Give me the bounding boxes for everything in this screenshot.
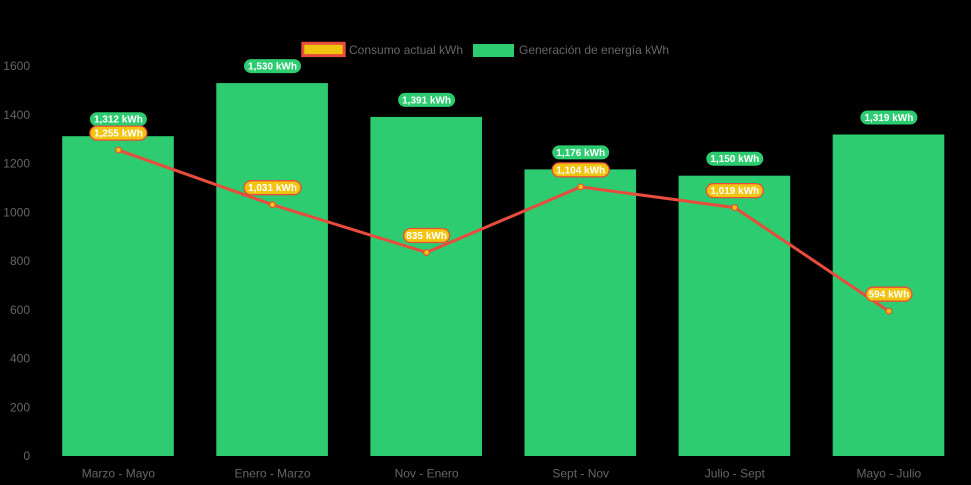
svg-text:1,391 kWh: 1,391 kWh bbox=[402, 95, 451, 106]
svg-text:1,312 kWh: 1,312 kWh bbox=[94, 115, 143, 126]
svg-text:1,255 kWh: 1,255 kWh bbox=[94, 129, 143, 140]
svg-text:Enero - Marzo: Enero - Marzo bbox=[234, 467, 310, 481]
svg-text:1,176 kWh: 1,176 kWh bbox=[556, 148, 605, 159]
svg-text:200: 200 bbox=[10, 400, 30, 414]
svg-text:400: 400 bbox=[10, 352, 30, 366]
svg-text:835 kWh: 835 kWh bbox=[406, 231, 447, 242]
svg-text:1200: 1200 bbox=[3, 157, 30, 171]
svg-text:Sept - Nov: Sept - Nov bbox=[552, 467, 609, 481]
svg-text:1,104 kWh: 1,104 kWh bbox=[556, 165, 605, 176]
svg-text:1,319 kWh: 1,319 kWh bbox=[864, 113, 913, 124]
svg-text:800: 800 bbox=[10, 254, 30, 268]
svg-text:0: 0 bbox=[23, 449, 30, 463]
svg-text:Nov - Enero: Nov - Enero bbox=[395, 467, 459, 481]
svg-text:600: 600 bbox=[10, 303, 30, 317]
svg-text:Julio - Sept: Julio - Sept bbox=[705, 467, 766, 481]
svg-text:1,031 kWh: 1,031 kWh bbox=[248, 183, 297, 194]
svg-text:1,019 kWh: 1,019 kWh bbox=[710, 186, 759, 197]
svg-text:1,530 kWh: 1,530 kWh bbox=[248, 62, 297, 73]
svg-text:Marzo - Mayo: Marzo - Mayo bbox=[82, 467, 156, 481]
svg-text:1600: 1600 bbox=[3, 59, 30, 73]
svg-text:1,150 kWh: 1,150 kWh bbox=[710, 154, 759, 165]
svg-text:Generación de energía kWh: Generación de energía kWh bbox=[519, 43, 669, 57]
svg-text:1000: 1000 bbox=[3, 205, 30, 219]
svg-text:Mayo - Julio: Mayo - Julio bbox=[857, 467, 922, 481]
svg-text:1400: 1400 bbox=[3, 108, 30, 122]
svg-text:Consumo actual kWh: Consumo actual kWh bbox=[349, 43, 463, 57]
svg-text:594 kWh: 594 kWh bbox=[869, 290, 910, 301]
